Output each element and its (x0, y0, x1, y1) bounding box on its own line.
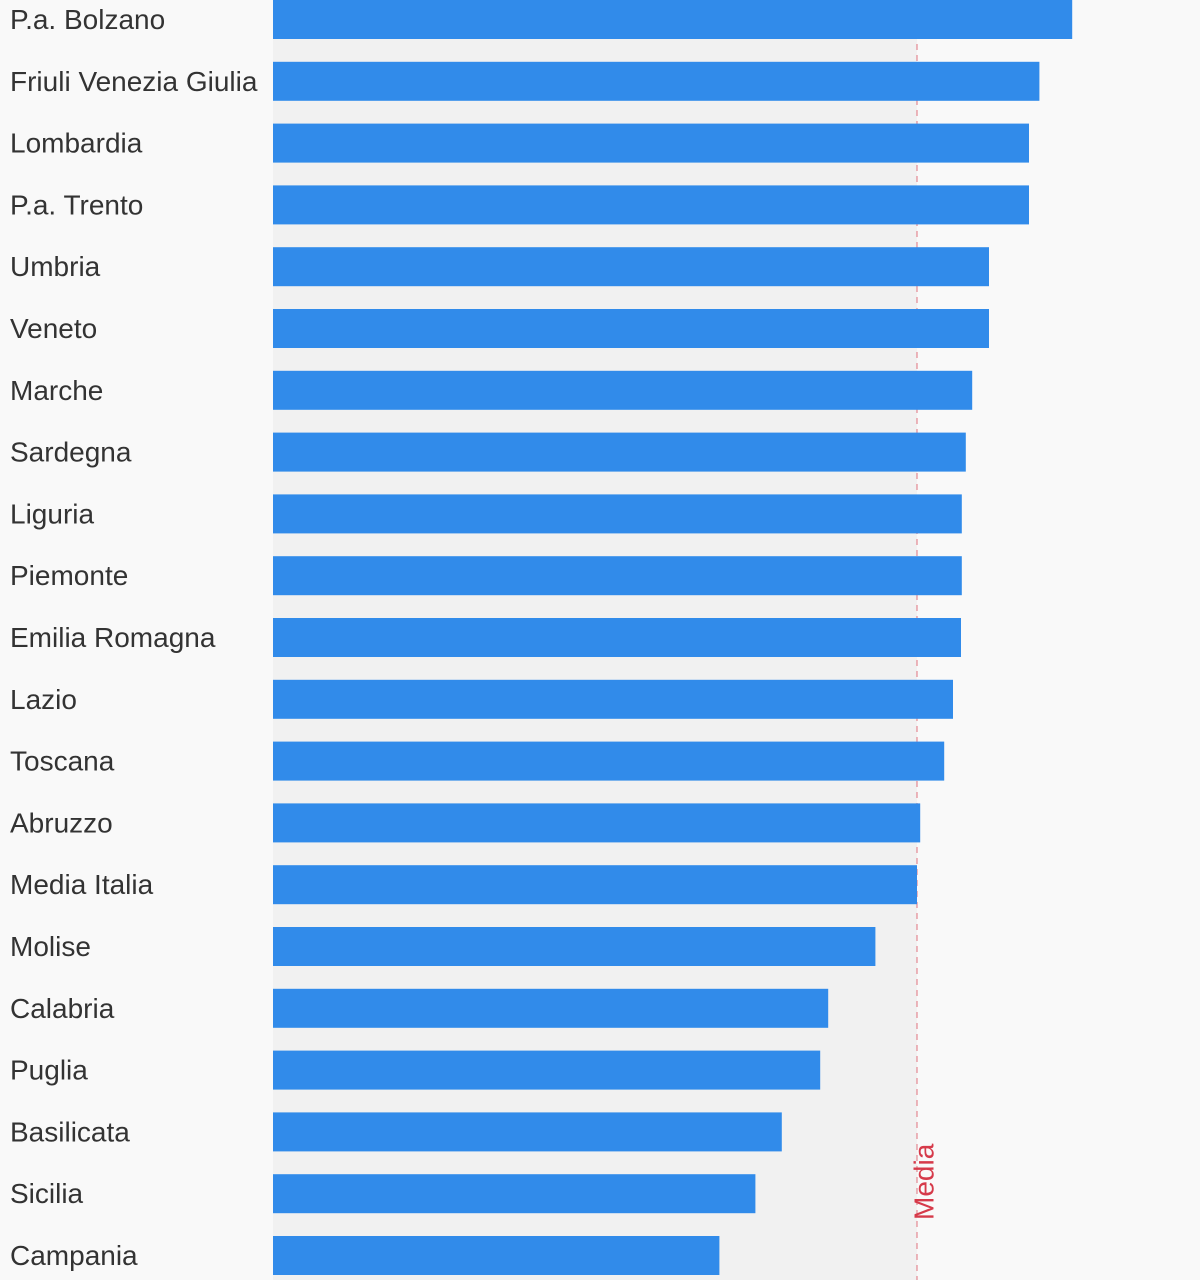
bar (273, 309, 989, 348)
bar (273, 123, 1029, 163)
bar (273, 185, 1029, 225)
bar (273, 432, 966, 472)
category-label: Campania (10, 1240, 138, 1271)
bar (273, 618, 961, 657)
category-label: Sicilia (10, 1178, 84, 1209)
category-label: P.a. Trento (10, 189, 143, 220)
category-label: Lazio (10, 684, 77, 715)
bar (273, 1112, 782, 1152)
bar (273, 61, 1040, 101)
bar (273, 865, 917, 905)
bar (273, 247, 989, 287)
category-label: Basilicata (10, 1116, 130, 1147)
bar (273, 370, 973, 410)
bar (273, 988, 829, 1028)
category-label: Puglia (10, 1055, 88, 1086)
category-label: Veneto (10, 313, 97, 344)
bar (273, 1050, 821, 1090)
bars-group (273, 0, 1073, 1275)
category-label: Abruzzo (10, 807, 113, 838)
bar (273, 0, 1073, 39)
category-label: Calabria (10, 993, 115, 1024)
category-label: Sardegna (10, 437, 132, 468)
category-labels-group: P.a. Bolzano Friuli Venezia Giulia Lombard… (10, 4, 258, 1271)
bar (273, 679, 953, 719)
category-label: Media Italia (10, 869, 154, 900)
category-label: Toscana (10, 746, 115, 777)
category-label: Piemonte (10, 560, 128, 591)
category-label: Molise (10, 931, 91, 962)
category-label: Liguria (10, 498, 94, 529)
category-label: Emilia Romagna (10, 622, 216, 653)
category-label: Friuli Venezia Giulia (10, 66, 258, 97)
reference-label-group: Media (909, 1143, 940, 1220)
bar (273, 556, 962, 596)
category-label: Lombardia (10, 128, 143, 159)
bar (273, 1236, 720, 1275)
bar (273, 927, 876, 966)
category-label: Umbria (10, 251, 101, 282)
category-label: Marche (10, 375, 103, 406)
category-label: P.a. Bolzano (10, 4, 165, 35)
bar (273, 1174, 756, 1214)
bar (273, 494, 962, 534)
reference-line-label: Media (909, 1143, 940, 1220)
bar (273, 741, 945, 781)
bar (273, 803, 921, 843)
